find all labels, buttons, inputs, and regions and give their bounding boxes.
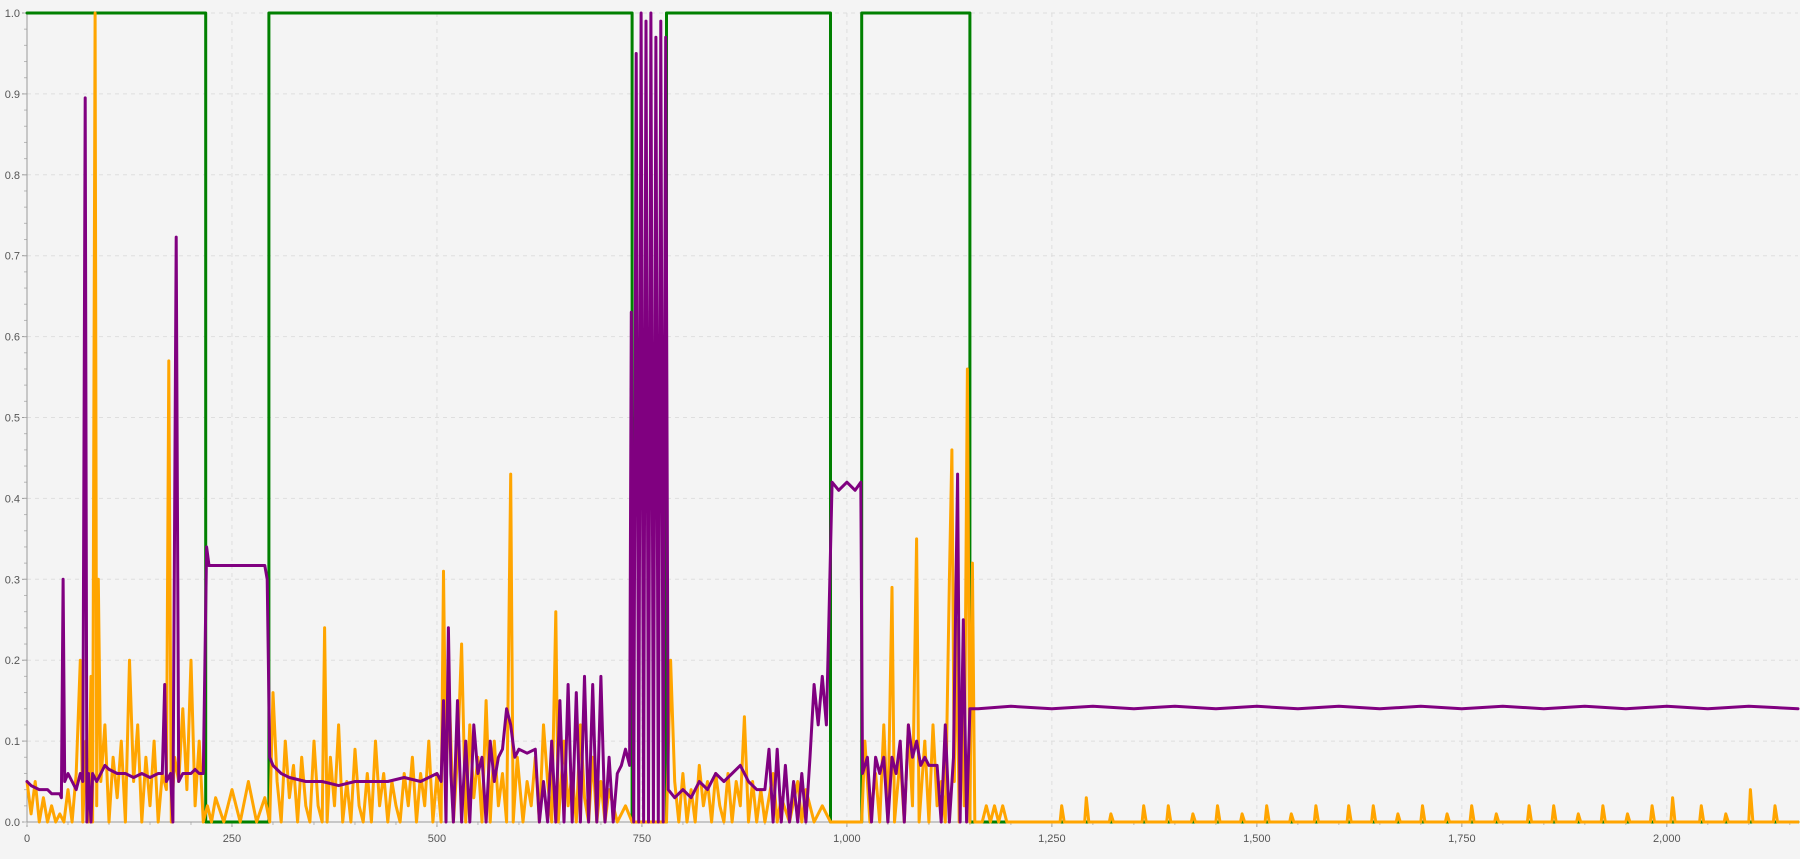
y-tick-label: 0.2 xyxy=(5,655,20,667)
series-layer xyxy=(25,11,1800,824)
y-tick-label: 0.5 xyxy=(5,413,20,425)
x-tick-label: 0 xyxy=(24,833,30,845)
y-tick-label: 0.1 xyxy=(5,736,20,748)
x-tick-label: 750 xyxy=(633,833,651,845)
y-tick-label: 0.3 xyxy=(5,574,20,586)
series-line-1 xyxy=(25,11,1800,824)
x-tick-label: 250 xyxy=(223,833,241,845)
y-tick-label: 0.9 xyxy=(5,89,20,101)
tick-label-layer: 0.0 0.1 0.2 0.3 0.4 0.5 0.6 0.7 0.8 0.9 1.0 0 250 500… xyxy=(5,8,1681,845)
y-tick-label: 0.0 xyxy=(5,817,20,829)
x-tick-label: 500 xyxy=(428,833,446,845)
y-tick-label: 0.4 xyxy=(5,493,20,505)
x-tick-label: 1,500 xyxy=(1243,833,1271,845)
axis-layer xyxy=(22,12,1798,827)
y-tick-label: 1.0 xyxy=(5,8,20,20)
x-tick-label: 2,000 xyxy=(1653,833,1681,845)
y-tick-label: 0.6 xyxy=(5,332,20,344)
x-tick-label: 1,250 xyxy=(1038,833,1066,845)
series-line-2 xyxy=(25,11,1800,824)
grid-layer xyxy=(27,12,1798,822)
y-tick-label: 0.7 xyxy=(5,251,20,263)
x-tick-label: 1,750 xyxy=(1448,833,1476,845)
y-tick-label: 0.8 xyxy=(5,170,20,182)
x-tick-label: 1,000 xyxy=(833,833,861,845)
